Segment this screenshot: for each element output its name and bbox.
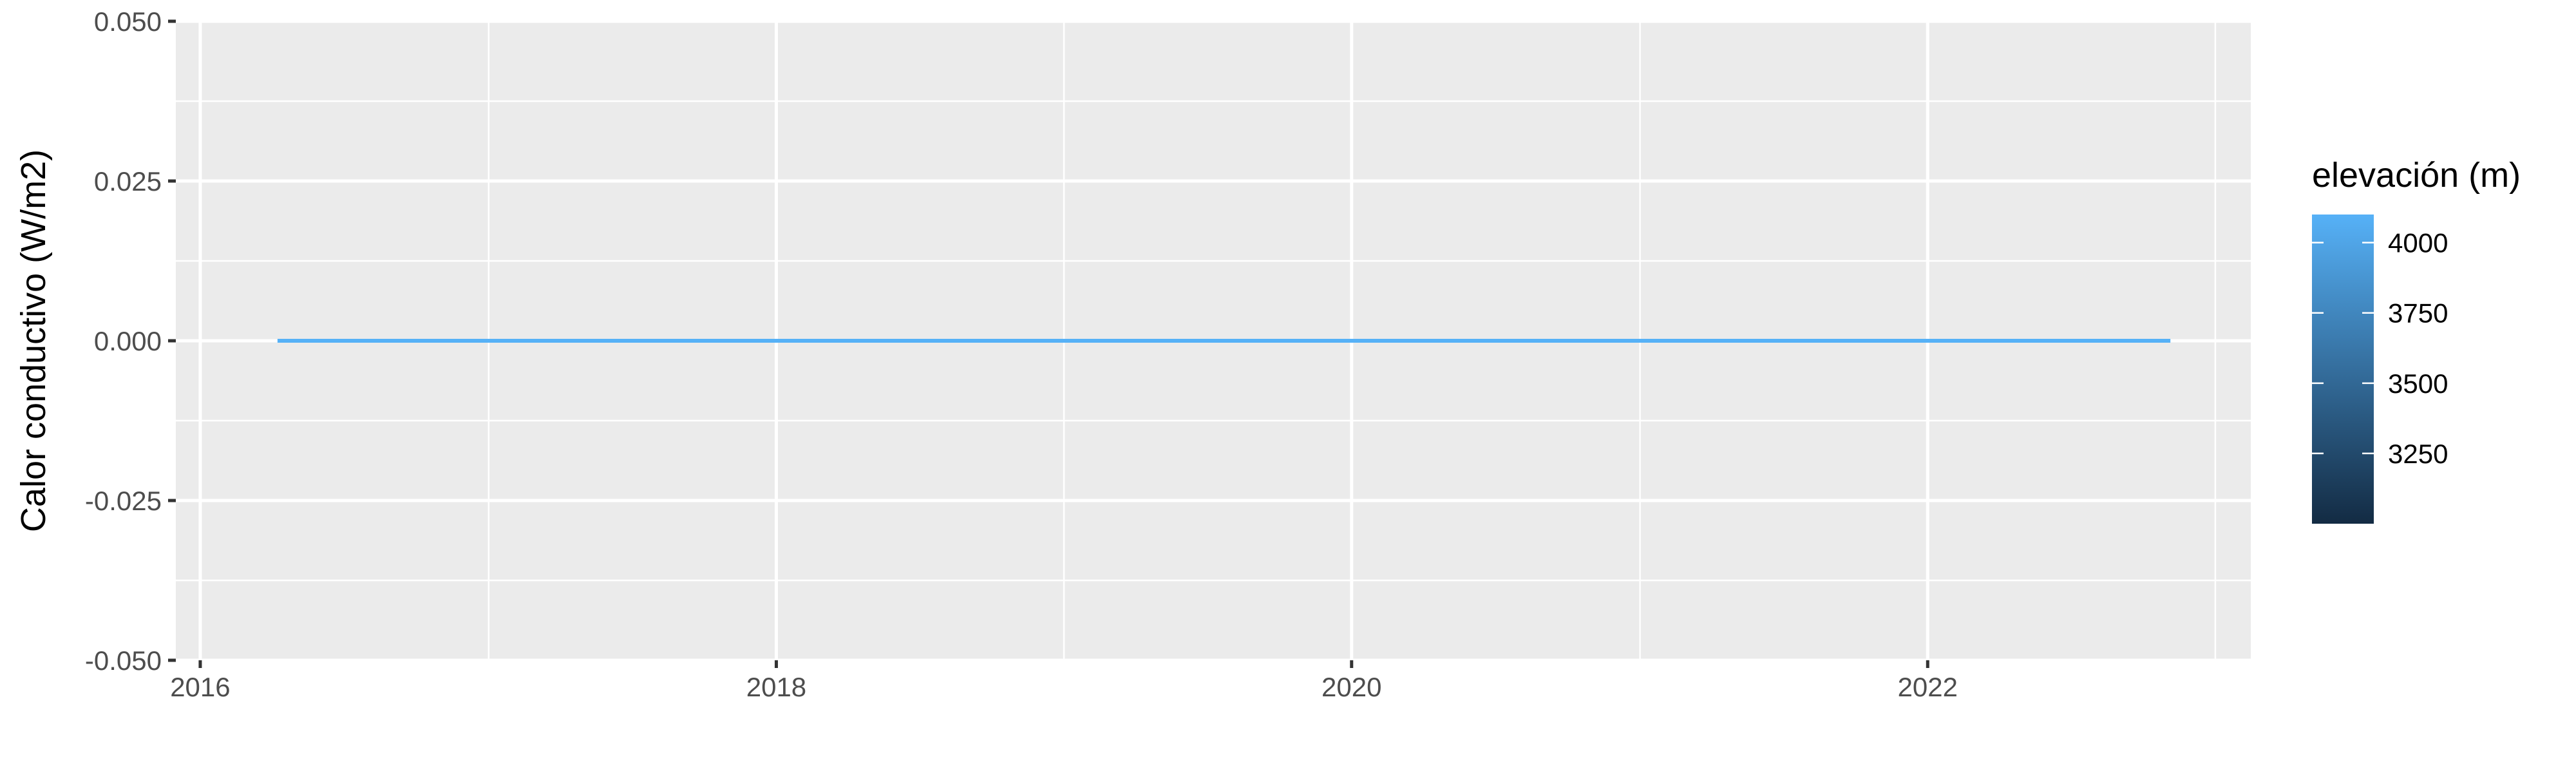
x-tick-label: 2020 [1321, 672, 1381, 702]
legend-tick-label: 4000 [2388, 228, 2448, 258]
x-tick-label: 2022 [1898, 672, 1958, 702]
legend-colorbar [2312, 215, 2374, 524]
legend-tick-label: 3750 [2388, 298, 2448, 329]
x-axis: 2016 2018 2020 2022 [170, 660, 1958, 702]
y-axis: -0.050 -0.025 0.000 0.025 0.050 [85, 6, 176, 676]
legend-tick-label: 3500 [2388, 368, 2448, 399]
y-tick-label: -0.025 [85, 486, 162, 516]
x-tick-label: 2016 [170, 672, 230, 702]
y-tick-label: 0.050 [94, 6, 162, 37]
y-axis-title: Calor conductivo (W/m2) [14, 149, 53, 532]
y-tick-label: -0.050 [85, 645, 162, 676]
y-tick-label: 0.000 [94, 326, 162, 356]
legend-ticks: 3250 3500 3750 4000 [2312, 228, 2448, 469]
legend: elevación (m) 3250 3500 3750 4000 [2312, 156, 2521, 524]
x-tick-label: 2018 [746, 672, 806, 702]
legend-tick-label: 3250 [2388, 439, 2448, 469]
y-tick-label: 0.025 [94, 166, 162, 196]
legend-title: elevación (m) [2312, 156, 2521, 195]
